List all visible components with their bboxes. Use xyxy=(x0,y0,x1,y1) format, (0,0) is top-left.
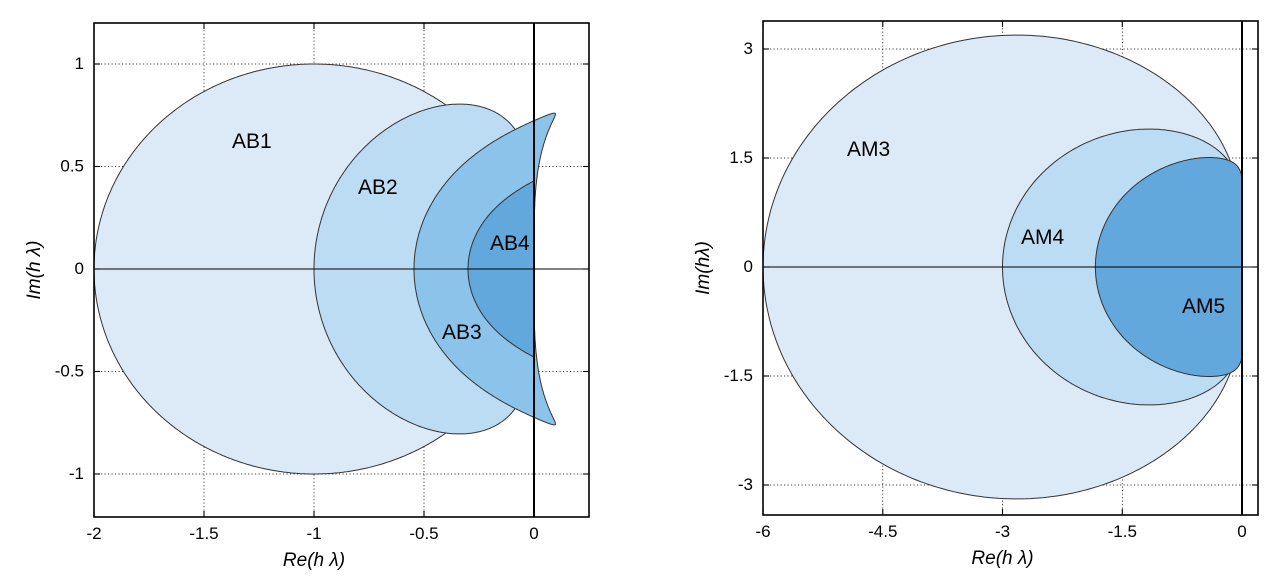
svg-text:AB4: AB4 xyxy=(490,232,530,255)
svg-text:Im(hλ): Im(hλ) xyxy=(693,241,714,295)
svg-text:-0.5: -0.5 xyxy=(409,524,438,543)
svg-text:AM4: AM4 xyxy=(1021,226,1065,249)
svg-text:-1.5: -1.5 xyxy=(1108,522,1137,541)
svg-text:0: 0 xyxy=(75,259,84,278)
svg-text:Im(h λ): Im(h λ) xyxy=(24,241,45,300)
svg-text:-0.5: -0.5 xyxy=(55,362,84,381)
svg-text:0: 0 xyxy=(529,524,538,543)
svg-text:1: 1 xyxy=(75,54,84,73)
svg-text:0: 0 xyxy=(744,257,753,276)
svg-text:-1.5: -1.5 xyxy=(724,366,753,385)
svg-text:AB2: AB2 xyxy=(358,176,398,199)
svg-text:-6: -6 xyxy=(755,522,770,541)
svg-text:1.5: 1.5 xyxy=(729,148,753,167)
svg-text:-4.5: -4.5 xyxy=(868,522,897,541)
svg-text:AB1: AB1 xyxy=(232,130,272,153)
svg-text:AM3: AM3 xyxy=(847,138,890,161)
svg-text:AM5: AM5 xyxy=(1182,295,1225,318)
svg-text:-1: -1 xyxy=(306,524,321,543)
svg-text:Re(h λ): Re(h λ) xyxy=(971,548,1033,569)
svg-text:-2: -2 xyxy=(86,524,101,543)
svg-text:-1: -1 xyxy=(69,464,84,483)
svg-text:-3: -3 xyxy=(995,522,1010,541)
svg-text:0.5: 0.5 xyxy=(60,157,84,176)
svg-text:3: 3 xyxy=(744,39,753,58)
svg-text:Re(h λ): Re(h λ) xyxy=(283,550,345,571)
svg-text:AB3: AB3 xyxy=(442,321,482,344)
svg-text:0: 0 xyxy=(1237,522,1246,541)
svg-text:-3: -3 xyxy=(738,475,753,494)
svg-text:-1.5: -1.5 xyxy=(189,524,218,543)
